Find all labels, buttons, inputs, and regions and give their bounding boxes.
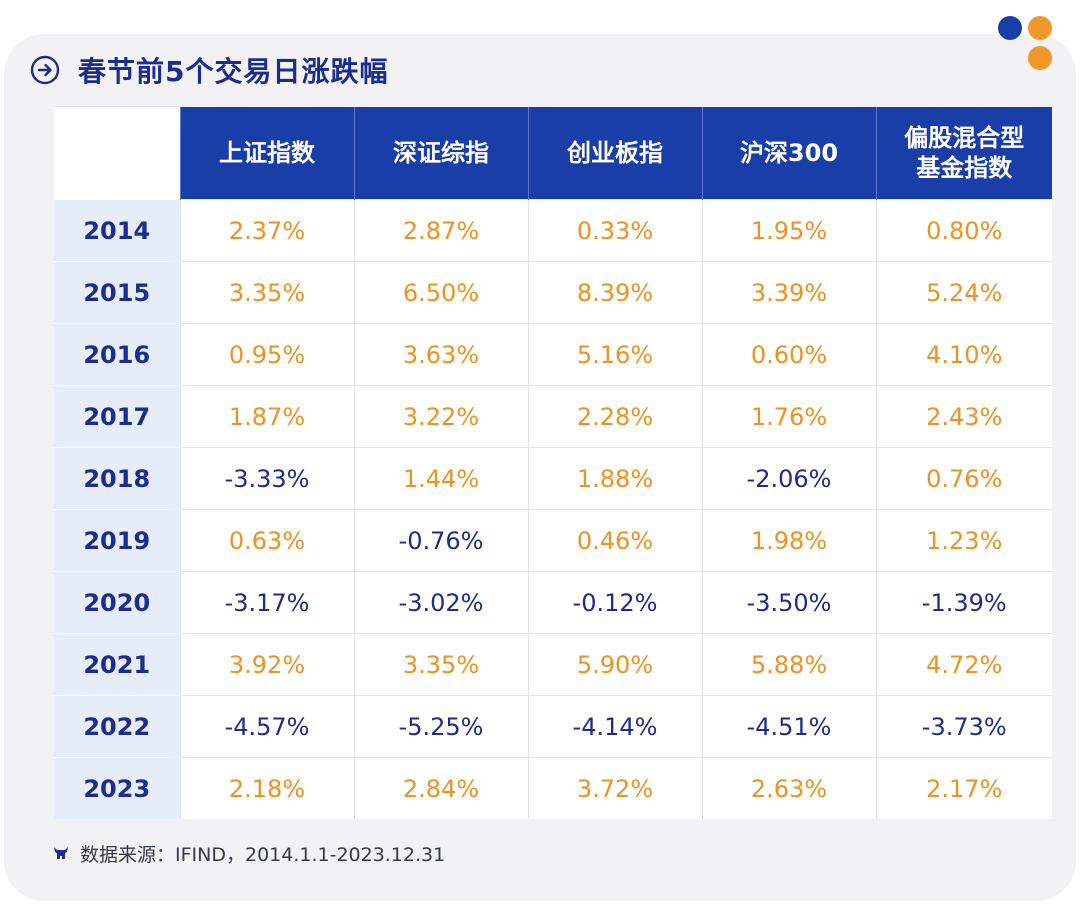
table-cell-value: -3.02% — [353, 571, 528, 634]
table-cell-value: 2.43% — [875, 385, 1052, 448]
table-cell-value: 1.95% — [701, 199, 876, 262]
table-cell-value: 1.87% — [179, 385, 354, 448]
arrow-right-circle-icon — [30, 55, 60, 85]
table-cell-value: 1.98% — [701, 509, 876, 572]
table-cell-value: 2.37% — [179, 199, 354, 262]
dot-orange-icon — [1028, 16, 1052, 40]
table-row: 2015 3.35% 6.50% 8.39% 3.39% 5.24% — [54, 261, 1052, 324]
data-table-container: 上证指数 深证综指 创业板指 沪深300 偏股混合型 基金指数 2014 2.37% 2.87… — [54, 106, 1052, 820]
column-header-label: 创业板指 — [567, 138, 663, 167]
table-cell-value: -3.50% — [701, 571, 876, 634]
row-year-label: 2020 — [54, 571, 180, 634]
table-cell-value: -4.57% — [179, 695, 354, 758]
table-cell-value: 3.39% — [701, 261, 876, 324]
dot-blue-icon — [998, 16, 1022, 40]
table-cell-value: -4.14% — [527, 695, 702, 758]
table-row: 2016 0.95% 3.63% 5.16% 0.60% 4.10% — [54, 323, 1052, 386]
table-cell-value: -2.06% — [701, 447, 876, 510]
page-title: 春节前5个交易日涨跌幅 — [78, 55, 389, 88]
table-cell-value: 0.60% — [701, 323, 876, 386]
brand-dots-logo — [996, 14, 1056, 74]
table-cell-value: -4.51% — [701, 695, 876, 758]
table-cell-value: -3.17% — [179, 571, 354, 634]
table-cell-value: 1.88% — [527, 447, 702, 510]
row-year-label: 2022 — [54, 695, 180, 758]
table-body: 2014 2.37% 2.87% 0.33% 1.95% 0.80% 2015 3.35% 6.… — [54, 199, 1052, 819]
table-row: 2023 2.18% 2.84% 3.72% 2.63% 2.17% — [54, 757, 1052, 819]
column-header-label: 沪深300 — [739, 138, 839, 167]
data-source-text: 数据来源：IFIND，2014.1.1-2023.12.31 — [80, 843, 446, 866]
table-cell-value: -0.12% — [527, 571, 702, 634]
table-cell-value: -3.73% — [875, 695, 1052, 758]
table-row: 2017 1.87% 3.22% 2.28% 1.76% 2.43% — [54, 385, 1052, 448]
table-cell-value: 0.76% — [875, 447, 1052, 510]
table-cell-value: 3.63% — [353, 323, 528, 386]
table-cell-value: 3.92% — [179, 633, 354, 696]
table-cell-value: 3.22% — [353, 385, 528, 448]
table-row: 2014 2.37% 2.87% 0.33% 1.95% 0.80% — [54, 199, 1052, 262]
table-cell-value: -0.76% — [353, 509, 528, 572]
table-cell-value: 4.10% — [875, 323, 1052, 386]
row-year-label: 2016 — [54, 323, 180, 386]
row-year-label: 2017 — [54, 385, 180, 448]
table-cell-value: -1.39% — [875, 571, 1052, 634]
row-year-label: 2021 — [54, 633, 180, 696]
table-cell-value: 0.95% — [179, 323, 354, 386]
row-year-label: 2018 — [54, 447, 180, 510]
table-cell-value: 6.50% — [353, 261, 528, 324]
table-cell-value: 1.44% — [353, 447, 528, 510]
table-cell-value: -3.33% — [179, 447, 354, 510]
table-cell-value: 2.18% — [179, 757, 354, 819]
column-header-label: 基金指数 — [916, 153, 1013, 182]
dot-orange-icon — [1028, 46, 1052, 70]
column-header: 深证综指 — [353, 106, 528, 200]
table-cell-value: 5.90% — [527, 633, 702, 696]
table-cell-value: 2.63% — [701, 757, 876, 819]
data-source-footer: 数据来源：IFIND，2014.1.1-2023.12.31 — [52, 838, 445, 868]
table-cell-value: 5.88% — [701, 633, 876, 696]
table-row: 2022 -4.57% -5.25% -4.14% -4.51% -3.73% — [54, 695, 1052, 758]
table-row: 2018 -3.33% 1.44% 1.88% -2.06% 0.76% — [54, 447, 1052, 510]
row-year-label: 2023 — [54, 757, 180, 819]
table-cell-value: 3.35% — [179, 261, 354, 324]
table-row: 2020 -3.17% -3.02% -0.12% -3.50% -1.39% — [54, 571, 1052, 634]
column-header: 创业板指 — [527, 106, 702, 200]
column-header: 上证指数 — [179, 106, 354, 200]
table-cell-value: 0.63% — [179, 509, 354, 572]
table-cell-value: 0.46% — [527, 509, 702, 572]
table-row: 2021 3.92% 3.35% 5.90% 5.88% 4.72% — [54, 633, 1052, 696]
table-cell-value: 8.39% — [527, 261, 702, 324]
table-cell-value: 3.72% — [527, 757, 702, 819]
column-header-label: 上证指数 — [219, 138, 315, 167]
row-year-label: 2014 — [54, 199, 180, 262]
returns-table: 上证指数 深证综指 创业板指 沪深300 偏股混合型 基金指数 2014 2.37% 2.87… — [54, 106, 1052, 819]
table-cell-value: 2.28% — [527, 385, 702, 448]
table-cell-value: 1.23% — [875, 509, 1052, 572]
table-cell-value: 4.72% — [875, 633, 1052, 696]
table-cell-value: -5.25% — [353, 695, 528, 758]
table-cell-value: 3.35% — [353, 633, 528, 696]
table-cell-value: 5.24% — [875, 261, 1052, 324]
column-header-label: 偏股混合型 — [904, 123, 1025, 152]
table-row: 2019 0.63% -0.76% 0.46% 1.98% 1.23% — [54, 509, 1052, 572]
row-year-label: 2015 — [54, 261, 180, 324]
table-cell-value: 2.87% — [353, 199, 528, 262]
table-header-row: 上证指数 深证综指 创业板指 沪深300 偏股混合型 基金指数 — [54, 106, 1052, 200]
table-cell-value: 0.33% — [527, 199, 702, 262]
table-cell-value: 2.17% — [875, 757, 1052, 819]
page-header: 春节前5个交易日涨跌幅 — [30, 50, 388, 90]
table-cell-value: 5.16% — [527, 323, 702, 386]
column-header-label: 深证综指 — [393, 138, 489, 167]
bull-icon — [54, 847, 68, 859]
row-year-label: 2019 — [54, 509, 180, 572]
table-corner-cell — [54, 106, 180, 200]
table-cell-value: 1.76% — [701, 385, 876, 448]
table-cell-value: 0.80% — [875, 199, 1052, 262]
table-cell-value: 2.84% — [353, 757, 528, 819]
column-header: 偏股混合型 基金指数 — [875, 106, 1052, 200]
column-header: 沪深300 — [701, 106, 876, 200]
